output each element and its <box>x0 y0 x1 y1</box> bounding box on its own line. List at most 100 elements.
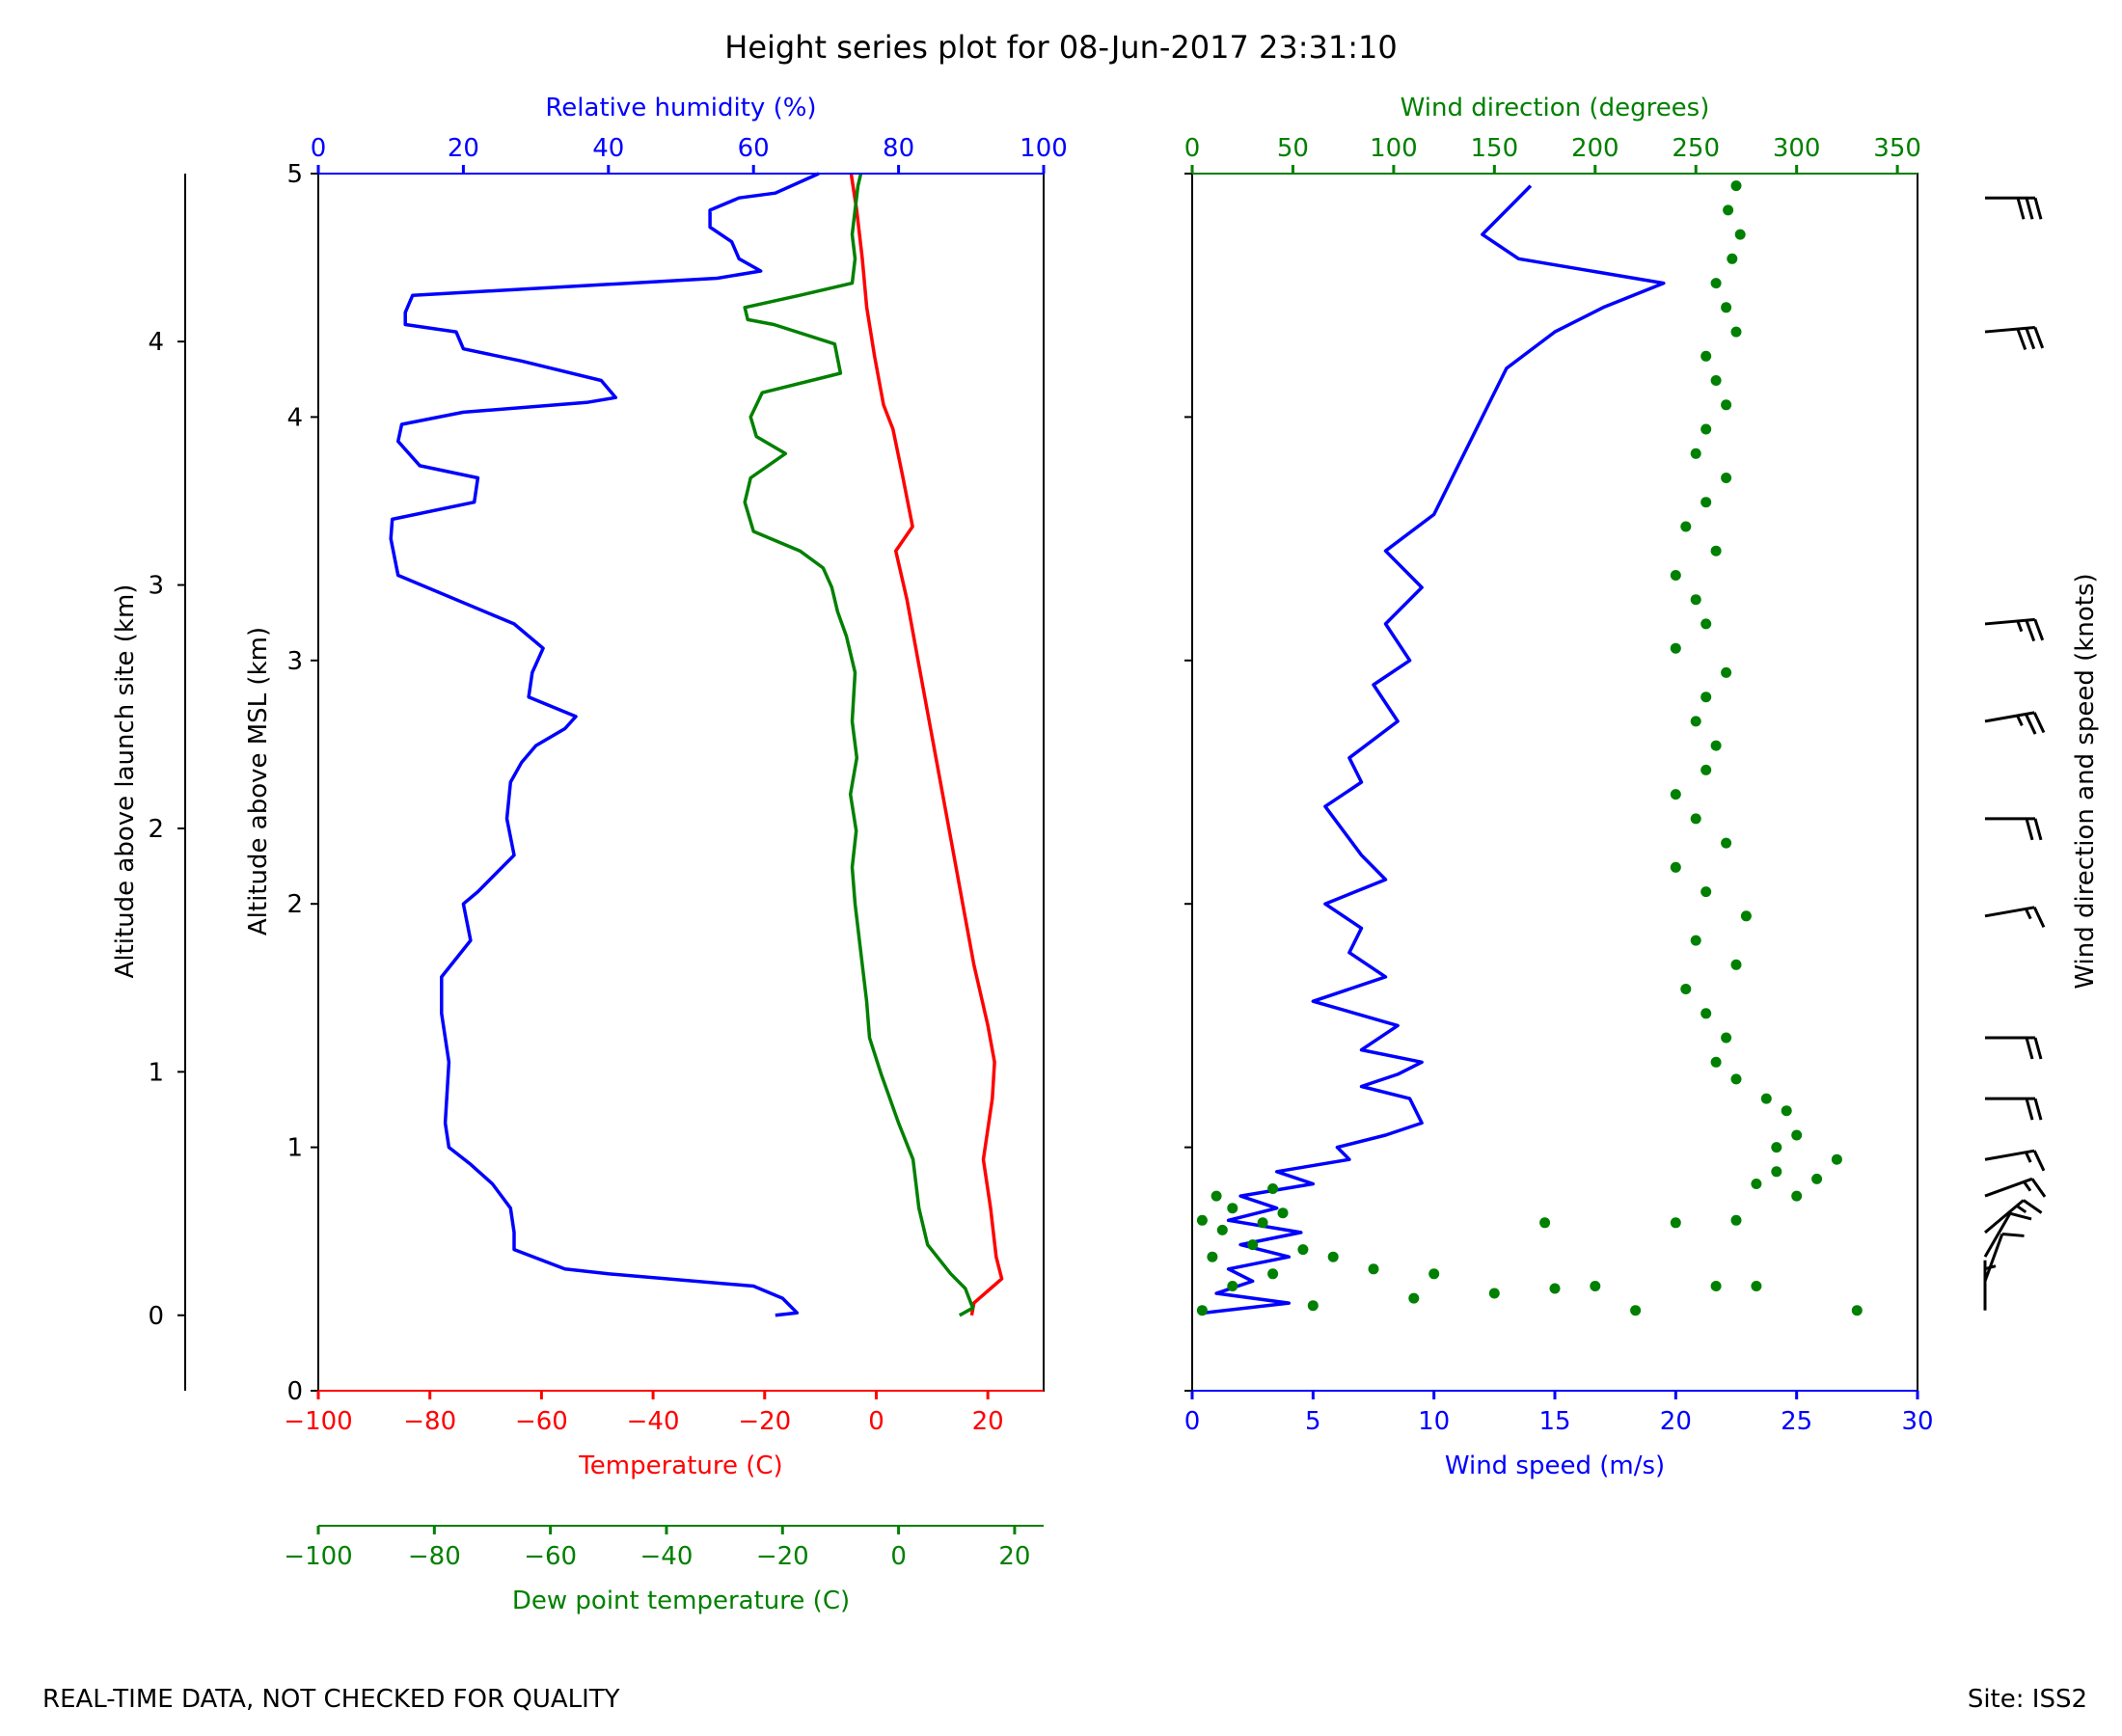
wind-direction-point <box>1690 594 1701 606</box>
dewpoint-tick-label: −80 <box>408 1542 461 1571</box>
wind-direction-point <box>1408 1292 1420 1304</box>
wind-direction-point <box>1630 1305 1642 1316</box>
wind-direction-point <box>1734 229 1746 240</box>
wind-barb-flag <box>2025 327 2036 350</box>
wind-barb-staff <box>1983 1234 2004 1282</box>
wind-direction-point <box>1277 1207 1289 1219</box>
wind-direction-point <box>1368 1263 1379 1275</box>
wind-direction-tick-label: 350 <box>1873 134 1921 163</box>
wind-direction-point <box>1700 423 1712 435</box>
wind-barb <box>1984 906 2046 929</box>
thermo-series-layer <box>389 172 1004 1317</box>
wind-barb <box>1984 1199 2043 1234</box>
wind-barb-half-flag <box>2023 1180 2032 1192</box>
wind-direction-point <box>1488 1288 1500 1299</box>
dewpoint-tick-label: −20 <box>756 1542 809 1571</box>
humidity-tick-label: 100 <box>1020 134 1068 163</box>
wind-direction-point <box>1690 935 1701 946</box>
wind-direction-point <box>1700 886 1712 898</box>
wind-panel: 0 5 10 15 20 25 300 50 100 150 200 250 300 350 Wind d… <box>1184 94 2100 1480</box>
wind-barbs-layer <box>1983 196 2047 1311</box>
msl-tick-label: 2 <box>286 890 303 919</box>
wind-direction-point <box>1680 521 1692 532</box>
wind-direction-point <box>1710 545 1722 556</box>
wind-direction-point <box>1227 1203 1238 1214</box>
wind-barb-flag <box>2025 619 2036 642</box>
wind-barb <box>1985 196 2043 220</box>
wind-speed-tick-label: 20 <box>1660 1407 1692 1436</box>
footer-right: Site: ISS2 <box>1968 1685 2087 1714</box>
humidity-tick-label: 0 <box>311 134 327 163</box>
temperature-tick-label: −60 <box>515 1407 568 1436</box>
wind-direction-point <box>1791 1190 1803 1202</box>
wind-barb-half-flag <box>2016 715 2024 726</box>
wind-direction-point <box>1730 1073 1742 1085</box>
wind-direction-point <box>1428 1268 1440 1280</box>
wind-direction-point <box>1721 666 1732 678</box>
wind-speed-tick-label: 25 <box>1781 1407 1812 1436</box>
wind-barb-flag <box>2032 712 2046 734</box>
humidity-tick-label: 40 <box>592 134 624 163</box>
wind-direction-point <box>1730 326 1742 338</box>
wind-barb <box>1984 617 2045 642</box>
wind-barb <box>1985 1036 2043 1060</box>
wind-speed-tick-label: 30 <box>1901 1407 1933 1436</box>
wind-direction-point <box>1670 789 1681 800</box>
temperature-tick-label: −80 <box>403 1407 456 1436</box>
wind-direction-tick-label: 250 <box>1672 134 1720 163</box>
launch-tick-label: 0 <box>148 1302 164 1331</box>
humidity-tick-label: 80 <box>883 134 914 163</box>
wind-direction-point <box>1721 399 1732 411</box>
humidity-series-line <box>389 172 820 1317</box>
dewpoint-tick-label: −40 <box>640 1542 694 1571</box>
wind-direction-point <box>1831 1153 1842 1165</box>
wind-direction-point <box>1196 1305 1208 1316</box>
wind-direction-point <box>1196 1214 1208 1226</box>
ylabel-launch: Altitude above launch site (km) <box>111 584 140 979</box>
wind-direction-point <box>1751 1179 1762 1189</box>
wind-direction-point <box>1723 204 1734 216</box>
wind-direction-point <box>1670 861 1681 873</box>
wind-direction-point <box>1791 1129 1803 1141</box>
launch-tick-label: 2 <box>148 815 164 844</box>
wind-barb-half-flag <box>2016 620 2024 633</box>
wind-barb-flag <box>2025 818 2034 841</box>
dewpoint-tick-label: −60 <box>524 1542 577 1571</box>
wind-direction-point <box>1690 813 1701 825</box>
wind-direction-point <box>1710 278 1722 289</box>
ylabel-msl: Altitude above MSL (km) <box>244 627 273 936</box>
wind-barb-staff <box>1983 1212 2012 1258</box>
wind-barb <box>1983 1233 2025 1282</box>
humidity-tick-label: 20 <box>448 134 479 163</box>
wind-direction-point <box>1730 180 1742 192</box>
wind-direction-point <box>1771 1166 1782 1178</box>
footer-left: REAL-TIME DATA, NOT CHECKED FOR QUALITY <box>42 1685 620 1714</box>
wind-direction-point <box>1207 1251 1218 1262</box>
wind-speed-axis-label: Wind speed (m/s) <box>1445 1451 1665 1480</box>
msl-tick-label: 0 <box>286 1377 303 1406</box>
wind-barb-flag <box>2001 1233 2025 1237</box>
wind-barb-flag <box>2033 618 2045 641</box>
wind-direction-point <box>1690 716 1701 727</box>
wind-direction-tick-label: 100 <box>1370 134 1418 163</box>
wind-barb <box>1983 1211 2032 1258</box>
wind-direction-point <box>1216 1224 1228 1235</box>
wind-speed-tick-label: 5 <box>1305 1407 1321 1436</box>
wind-direction-point <box>1730 959 1742 970</box>
wind-speed-tick-label: 15 <box>1538 1407 1570 1436</box>
launch-tick-label: 1 <box>148 1058 164 1087</box>
wind-direction-point <box>1267 1183 1279 1194</box>
wind-direction-point <box>1700 1008 1712 1019</box>
wind-direction-point <box>1710 1056 1722 1068</box>
temperature-tick-label: 0 <box>868 1407 884 1436</box>
wind-barb-flag <box>2025 1037 2034 1060</box>
dewpoint-tick-label: 0 <box>890 1542 907 1571</box>
wind-direction-point <box>1539 1217 1551 1229</box>
msl-tick-label: 3 <box>286 647 303 676</box>
wind-direction-point <box>1760 1093 1772 1104</box>
wind-barb-flag <box>2032 1150 2046 1172</box>
wind-barb-half-flag <box>2024 908 2032 920</box>
wind-speed-tick-label: 10 <box>1418 1407 1450 1436</box>
wind-direction-point <box>1227 1281 1238 1291</box>
